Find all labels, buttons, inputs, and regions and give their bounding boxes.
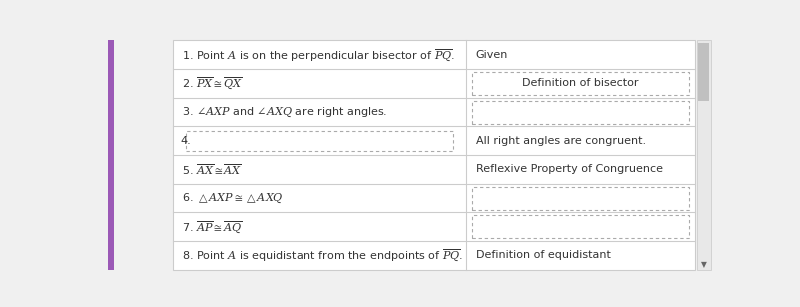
Text: 1. Point $\mathit{A}$ is on the perpendicular bisector of $\overline{PQ}$.: 1. Point $\mathit{A}$ is on the perpendi… [182, 47, 455, 63]
Text: 7. $\overline{AP}\cong\overline{AQ}$: 7. $\overline{AP}\cong\overline{AQ}$ [182, 219, 242, 235]
Text: 8. Point $\mathit{A}$ is equidistant from the endpoints of $\overline{PQ}$.: 8. Point $\mathit{A}$ is equidistant fro… [182, 247, 463, 263]
Text: 6. $\triangle AXP\cong\triangle AXQ$: 6. $\triangle AXP\cong\triangle AXQ$ [182, 192, 283, 205]
Bar [173, 41, 695, 270]
Text: ▲: ▲ [701, 41, 707, 50]
Bar [472, 72, 689, 95]
Bar [472, 215, 689, 238]
Bar [472, 101, 689, 123]
Text: Definition of bisector: Definition of bisector [522, 78, 638, 88]
Text: Definition of equidistant: Definition of equidistant [476, 250, 610, 260]
Text: ▼: ▼ [701, 260, 707, 269]
Text: Given: Given [476, 50, 508, 60]
Bar [698, 43, 710, 101]
Bar [186, 130, 454, 151]
Bar [697, 41, 710, 270]
Bar [108, 41, 114, 270]
Text: All right angles are congruent.: All right angles are congruent. [476, 136, 646, 146]
Bar [472, 187, 689, 209]
Text: 2. $\overline{PX}\cong\overline{QX}$: 2. $\overline{PX}\cong\overline{QX}$ [182, 76, 242, 91]
Text: Reflexive Property of Congruence: Reflexive Property of Congruence [476, 164, 662, 174]
Text: 5. $\overline{AX}\cong\overline{AX}$: 5. $\overline{AX}\cong\overline{AX}$ [182, 162, 242, 177]
Text: 3. $\angle AXP$ and $\angle AXQ$ are right angles.: 3. $\angle AXP$ and $\angle AXQ$ are rig… [182, 105, 387, 119]
Text: 4.: 4. [181, 136, 191, 146]
